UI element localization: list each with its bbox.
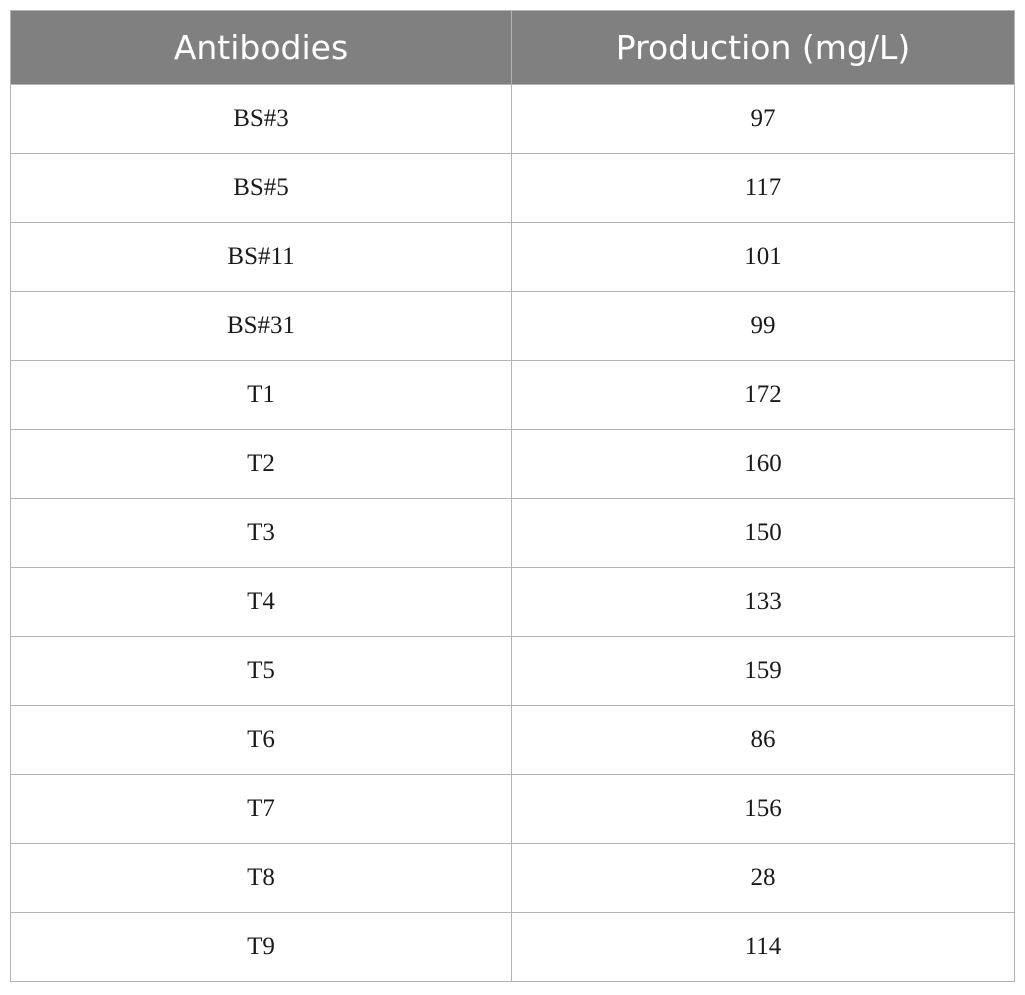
production-cell: 114 xyxy=(511,912,1015,982)
table-row: T5 159 xyxy=(10,636,1015,706)
antibody-cell: T3 xyxy=(10,498,512,568)
table-header: Antibodies Production (mg/L) xyxy=(10,10,1015,85)
production-table-container: Antibodies Production (mg/L) BS#3 97 BS#… xyxy=(10,10,1015,982)
production-cell: 97 xyxy=(511,84,1015,154)
production-cell: 160 xyxy=(511,429,1015,499)
antibody-cell: BS#3 xyxy=(10,84,512,154)
antibody-cell: BS#11 xyxy=(10,222,512,292)
production-cell: 86 xyxy=(511,705,1015,775)
table-row: T1 172 xyxy=(10,360,1015,430)
table-row: BS#11 101 xyxy=(10,222,1015,292)
antibody-cell: T5 xyxy=(10,636,512,706)
table-row: BS#3 97 xyxy=(10,84,1015,154)
production-cell: 28 xyxy=(511,843,1015,913)
table-row: T8 28 xyxy=(10,843,1015,913)
table-row: T6 86 xyxy=(10,705,1015,775)
header-row: Antibodies Production (mg/L) xyxy=(10,10,1015,85)
production-cell: 156 xyxy=(511,774,1015,844)
production-cell: 133 xyxy=(511,567,1015,637)
column-header-antibodies: Antibodies xyxy=(10,10,512,85)
production-cell: 159 xyxy=(511,636,1015,706)
column-header-production: Production (mg/L) xyxy=(511,10,1015,85)
antibody-cell: T8 xyxy=(10,843,512,913)
production-cell: 117 xyxy=(511,153,1015,223)
antibody-cell: BS#31 xyxy=(10,291,512,361)
table-row: T4 133 xyxy=(10,567,1015,637)
production-cell: 172 xyxy=(511,360,1015,430)
table-row: T9 114 xyxy=(10,912,1015,982)
antibody-cell: T7 xyxy=(10,774,512,844)
production-cell: 99 xyxy=(511,291,1015,361)
table-row: T2 160 xyxy=(10,429,1015,499)
antibody-cell: T2 xyxy=(10,429,512,499)
antibody-cell: T6 xyxy=(10,705,512,775)
antibody-cell: T4 xyxy=(10,567,512,637)
antibody-cell: T9 xyxy=(10,912,512,982)
table-row: T3 150 xyxy=(10,498,1015,568)
production-cell: 150 xyxy=(511,498,1015,568)
production-cell: 101 xyxy=(511,222,1015,292)
antibody-cell: T1 xyxy=(10,360,512,430)
table-body: BS#3 97 BS#5 117 BS#11 101 BS#31 99 T1 1… xyxy=(10,84,1015,982)
table-row: BS#5 117 xyxy=(10,153,1015,223)
table-row: T7 156 xyxy=(10,774,1015,844)
antibody-production-table: Antibodies Production (mg/L) BS#3 97 BS#… xyxy=(10,10,1015,982)
table-row: BS#31 99 xyxy=(10,291,1015,361)
antibody-cell: BS#5 xyxy=(10,153,512,223)
